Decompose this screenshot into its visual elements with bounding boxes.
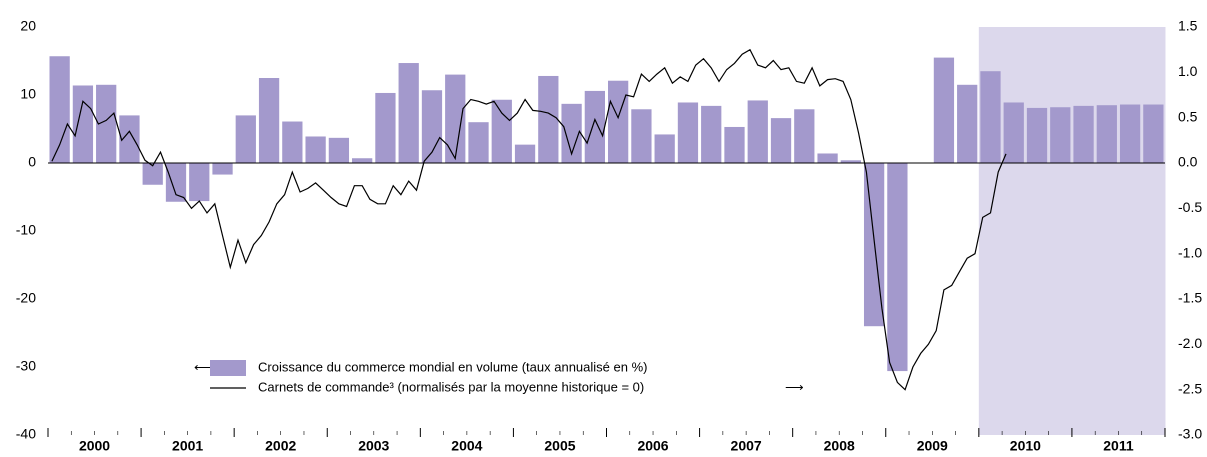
bar [72,85,94,163]
bar [1143,104,1164,163]
bar [794,109,815,163]
bar [212,163,233,175]
bar [887,163,908,372]
bar [49,56,70,163]
x-tick-label: 2010 [1010,438,1041,454]
bar [96,84,117,163]
y-tick-label: -40 [16,426,36,442]
y2-tick-label: -2.5 [1178,380,1202,396]
bar [1073,105,1094,163]
x-tick-label: 2002 [265,438,296,454]
y-tick-label: 20 [20,18,36,34]
bar [1096,105,1117,163]
bar [980,71,1001,163]
bar [189,163,210,202]
bar [538,75,559,163]
bar [305,136,326,163]
y2-tick-label: -2.0 [1178,335,1202,351]
bar [1050,107,1071,163]
y-tick-label: 10 [20,86,36,102]
legend: ⟵ ⟶ Croissance du commerce mondial en vo… [194,359,804,394]
bar [654,134,675,163]
legend-swatch [210,360,246,376]
x-tick-label: 2004 [451,438,482,454]
y2-tick-label: -1.5 [1178,290,1202,306]
bar [840,160,861,163]
legend-label: Carnets de commande³ (normalisés par la … [258,379,644,394]
bar [701,105,722,163]
x-tick-label: 2009 [917,438,948,454]
bar [421,90,443,163]
bar [817,153,838,163]
x-tick-label: 2006 [637,438,668,454]
bar [235,115,256,163]
bar [468,122,489,163]
y2-tick-label: 1.5 [1178,18,1198,34]
bar [491,99,512,163]
x-tick-label: 2003 [358,438,389,454]
bar [398,63,419,163]
y2-tick-label: -0.5 [1178,199,1202,215]
x-tick-label: 2005 [544,438,575,454]
bar [258,78,280,163]
bar [770,118,792,163]
bar [142,163,163,185]
bar [608,80,629,163]
y-tick-label: -10 [16,222,36,238]
bar [352,158,373,163]
bar [119,115,140,163]
bar [282,121,303,163]
arrow-left: ⟵ [194,359,213,374]
y2-tick-label: -1.0 [1178,244,1202,260]
y2-tick-label: 0.5 [1178,108,1198,124]
bar [724,126,745,163]
legend-label: Croissance du commerce mondial en volume… [258,359,647,374]
bar [1026,107,1048,163]
bar [375,92,396,163]
bar [584,90,605,163]
bar [677,102,699,163]
y2-tick-label: 0.0 [1178,154,1198,170]
x-tick-label: 2001 [172,438,203,454]
y2-tick-label: 1.0 [1178,63,1198,79]
x-tick-label: 2011 [1103,438,1134,454]
bar [933,57,955,163]
x-tick-label: 2007 [731,438,762,454]
y-tick-label: -20 [16,290,36,306]
y-tick-label: 0 [28,154,36,170]
bar [561,103,582,163]
bar [445,74,466,163]
bar [957,84,978,163]
y-tick-label: -30 [16,358,36,374]
bar [631,109,652,163]
bar [328,137,350,163]
x-tick-label: 2008 [824,438,855,454]
bar [514,144,536,163]
x-tick-label: 2000 [79,438,110,454]
arrow-right: ⟶ [785,379,804,394]
line [51,48,1007,391]
forecast-shade [1071,27,1166,435]
bar [1003,102,1024,163]
bar [747,100,768,163]
y2-tick-label: -3.0 [1178,426,1202,442]
bar [1119,104,1141,163]
bar [165,163,187,202]
